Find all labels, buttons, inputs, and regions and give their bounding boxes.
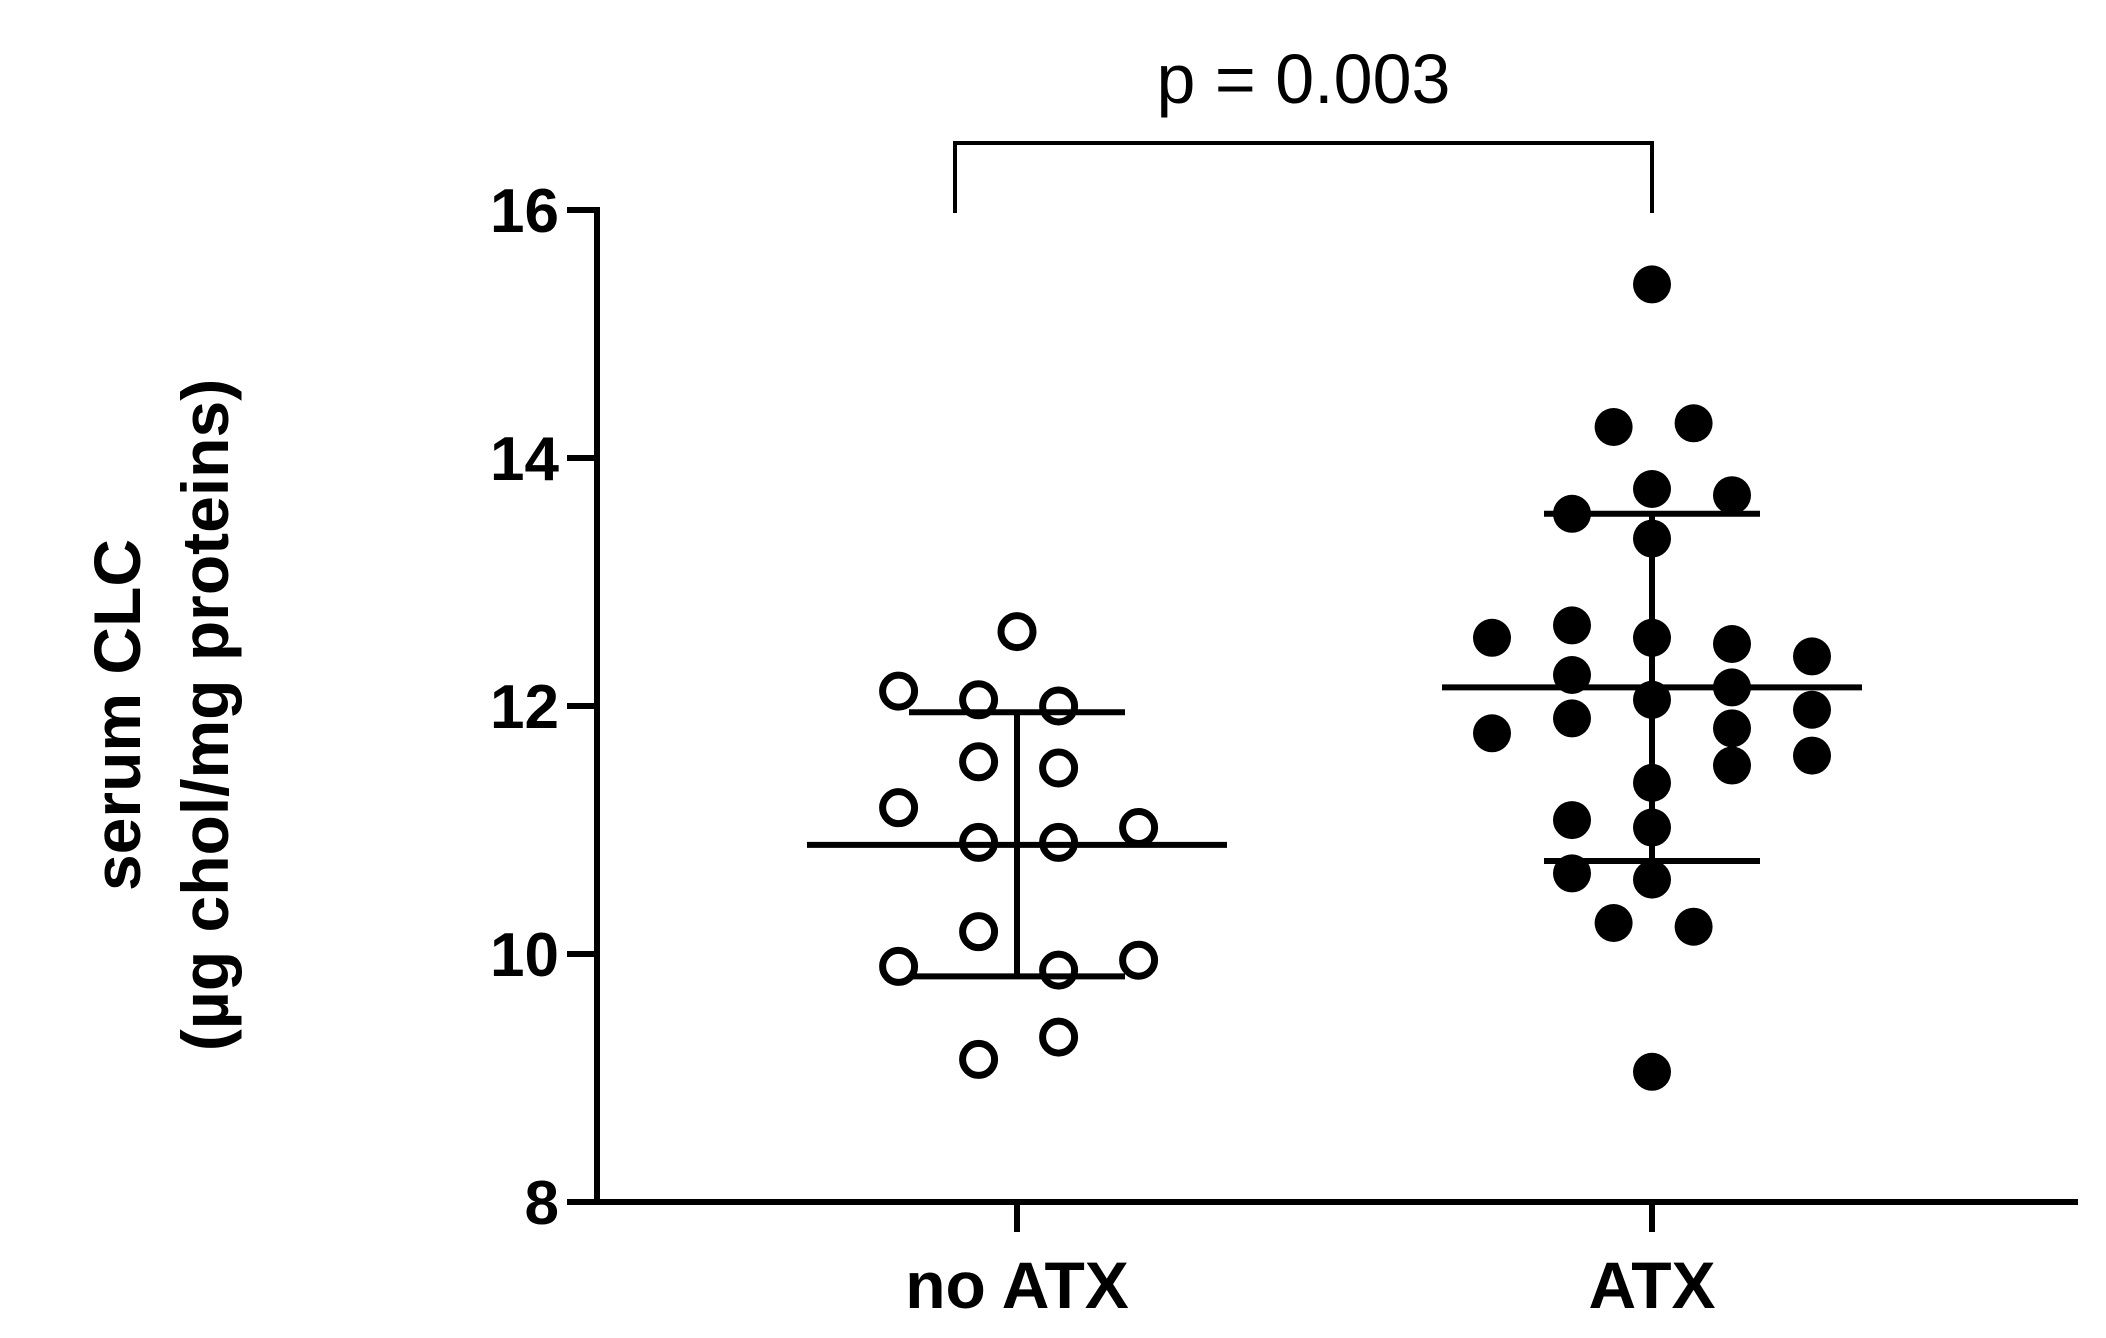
y-tick-label: 14 <box>490 425 559 494</box>
y-axis-title-line1: serum CLC <box>80 539 154 891</box>
data-point <box>1594 408 1633 446</box>
y-axis-ticks: 8 10 12 14 16 <box>490 177 597 1238</box>
data-point <box>1793 736 1831 775</box>
data-point <box>1713 746 1751 785</box>
data-point <box>1674 907 1713 946</box>
data-point <box>1633 470 1671 508</box>
data-point <box>1553 699 1591 738</box>
data-point <box>1039 1017 1079 1057</box>
data-point <box>879 946 919 986</box>
data-groups <box>807 265 1862 1091</box>
data-point <box>1039 950 1079 990</box>
data-point <box>1473 618 1511 657</box>
bracket-line <box>953 141 1654 213</box>
data-point <box>1119 940 1159 980</box>
data-point <box>997 612 1037 652</box>
data-point <box>1553 606 1591 645</box>
data-point <box>1039 686 1079 726</box>
y-tick-label: 8 <box>525 1169 559 1238</box>
y-tick-label: 10 <box>490 921 559 990</box>
data-point <box>1713 625 1751 663</box>
y-axis-title: serum CLC (µg chol/mg proteins) <box>80 379 242 1051</box>
data-point <box>1633 265 1671 304</box>
x-tick-label: no ATX <box>905 1248 1129 1322</box>
data-point <box>1473 714 1511 753</box>
data-point <box>1553 801 1591 840</box>
data-point <box>959 680 999 720</box>
group-atx <box>1442 265 1862 1091</box>
x-axis-categories: no ATX ATX <box>905 1202 1716 1322</box>
data-point <box>1674 404 1713 443</box>
y-axis-title-line2: (µg chol/mg proteins) <box>168 379 242 1051</box>
p-value-annotation: p = 0.003 <box>1157 40 1451 118</box>
group-no-atx <box>807 612 1227 1079</box>
y-tick-label: 12 <box>490 673 559 742</box>
y-tick-label: 16 <box>490 177 559 246</box>
data-point <box>1633 1052 1671 1091</box>
data-point <box>959 912 999 952</box>
x-tick-label: ATX <box>1588 1248 1715 1322</box>
data-point <box>1793 690 1831 729</box>
data-point <box>879 788 919 828</box>
data-point <box>1713 476 1751 515</box>
data-point <box>959 742 999 782</box>
data-point <box>1793 637 1831 676</box>
data-point <box>1039 748 1079 788</box>
data-point <box>1713 709 1751 748</box>
data-point <box>1633 860 1671 899</box>
data-point <box>1594 904 1633 942</box>
data-point <box>879 671 919 711</box>
data-point <box>1119 808 1159 848</box>
data-point <box>959 1039 999 1079</box>
significance-bracket: p = 0.003 <box>953 40 1654 213</box>
